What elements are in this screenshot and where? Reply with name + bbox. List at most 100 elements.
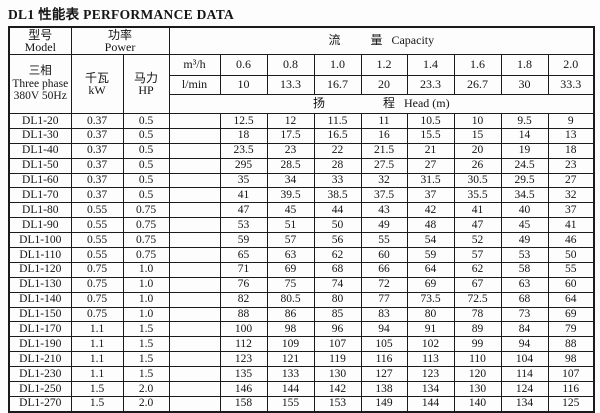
- head-value-cell: 66: [360, 261, 408, 278]
- unit-spacer-cell: [168, 321, 221, 338]
- head-value-cell: 88: [219, 306, 268, 323]
- model-cell: DL1-30: [8, 127, 72, 144]
- head-value-cell: 42: [406, 202, 455, 219]
- capacity-lmin-value: 10: [219, 75, 268, 95]
- head-value-cell: 119: [313, 351, 362, 368]
- table-row: DL1-50 0.37 0.5 295 28.5 28 27.5 27 26 24.5 23: [8, 157, 595, 174]
- head-value-cell: 102: [406, 336, 455, 353]
- kw-header-en: kW: [88, 83, 106, 97]
- hp-header-zh: 马力: [134, 70, 159, 85]
- table-row: DL1-20 0.37 0.5 12.5 12 11.5 11 10.5 10 9.5 9: [8, 113, 595, 129]
- head-value-cell: 24.5: [500, 157, 549, 174]
- capacity-header: 流 量 Capacity: [168, 26, 595, 55]
- head-value-cell: 62: [453, 261, 502, 278]
- model-cell: DL1-120: [8, 261, 72, 278]
- head-value-cell: 57: [266, 232, 315, 249]
- head-value-cell: 113: [406, 351, 455, 368]
- hp-cell: 0.5: [122, 157, 170, 174]
- head-value-cell: 23: [547, 157, 595, 174]
- page-title: DL1 性能表 PERFORMANCE DATA: [8, 7, 235, 22]
- table-row: DL1-30 0.37 0.5 18 17.5 16.5 16 15.5 15 14 13: [8, 127, 595, 144]
- head-value-cell: 37: [547, 202, 595, 219]
- head-value-cell: 48: [406, 217, 455, 234]
- table-row: DL1-150 0.75 1.0 88 86 85 83 80 78 73 69: [8, 306, 595, 323]
- head-value-cell: 82: [219, 291, 268, 308]
- head-value-cell: 47: [219, 202, 268, 219]
- unit-spacer-cell: [168, 291, 221, 308]
- model-cell: DL1-60: [8, 172, 72, 189]
- head-value-cell: 64: [547, 291, 595, 308]
- hp-cell: 0.75: [122, 232, 170, 249]
- kw-cell: 0.55: [70, 232, 124, 249]
- head-value-cell: 123: [406, 366, 455, 383]
- head-value-cell: 38.5: [313, 187, 362, 204]
- head-value-cell: 134: [500, 395, 549, 413]
- kw-cell: 0.75: [70, 276, 124, 293]
- head-value-cell: 56: [313, 232, 362, 249]
- head-value-cell: 63: [266, 247, 315, 263]
- head-value-cell: 34: [266, 172, 315, 189]
- head-value-cell: 39.5: [266, 187, 315, 204]
- head-value-cell: 120: [453, 366, 502, 383]
- head-value-cell: 86: [266, 306, 315, 323]
- head-value-cell: 10.5: [406, 113, 455, 129]
- head-value-cell: 28: [313, 157, 362, 174]
- head-value-cell: 43: [360, 202, 408, 219]
- head-header: 扬 程 Head (m): [168, 94, 595, 114]
- head-value-cell: 71: [219, 261, 268, 278]
- head-value-cell: 73.5: [406, 291, 455, 308]
- head-value-cell: 89: [453, 321, 502, 338]
- model-cell: DL1-90: [8, 217, 72, 234]
- head-value-cell: 60: [360, 247, 408, 263]
- head-value-cell: 138: [360, 381, 408, 397]
- performance-table: 型号 Model 功率 Power 流 量 Capacity 三相 Three ph…: [8, 26, 596, 413]
- head-value-cell: 85: [313, 306, 362, 323]
- model-cell: DL1-150: [8, 306, 72, 323]
- head-value-cell: 72: [360, 276, 408, 293]
- header-row-titles: 型号 Model 功率 Power 流 量 Capacity: [8, 26, 595, 55]
- table-row: DL1-210 1.1 1.5 123 121 119 116 113 110 104 98: [8, 351, 595, 368]
- header-row-lmin: l/min 10 13.3 16.7 20 23.3 26.7 30 33.3: [9, 75, 595, 95]
- head-value-cell: 33: [313, 172, 362, 189]
- head-header-zh2: 程: [382, 96, 395, 111]
- hp-cell: 1.0: [122, 306, 170, 323]
- capacity-header-zh1: 流: [328, 33, 341, 48]
- capacity-header-zh2: 量: [370, 33, 383, 48]
- unit-spacer-cell: [168, 247, 221, 263]
- head-value-cell: 100: [219, 321, 268, 338]
- kw-cell: 1.1: [70, 336, 124, 353]
- hp-cell: 0.5: [122, 187, 170, 204]
- kw-header-zh: 千瓦: [84, 70, 109, 85]
- hp-cell: 2.0: [122, 395, 170, 413]
- head-value-cell: 105: [360, 336, 408, 353]
- kw-cell: 0.75: [70, 261, 124, 278]
- head-value-cell: 79: [547, 321, 595, 338]
- head-header-en: Head (m): [403, 96, 450, 111]
- head-value-cell: 53: [219, 217, 268, 234]
- head-value-cell: 11: [360, 113, 408, 129]
- hp-cell: 1.5: [122, 366, 170, 383]
- head-value-cell: 37.5: [360, 187, 408, 204]
- head-value-cell: 54: [406, 232, 455, 249]
- head-value-cell: 15: [453, 127, 502, 144]
- head-value-cell: 35.5: [453, 187, 502, 204]
- table-row: DL1-270 1.5 2.0 158 155 153 149 144 140 134 125: [8, 395, 595, 413]
- table-row: DL1-90 0.55 0.75 53 51 50 49 48 47 45 41: [8, 217, 595, 234]
- head-value-cell: 133: [266, 366, 315, 383]
- capacity-lmin-value: 30: [500, 75, 549, 95]
- head-value-cell: 158: [219, 395, 268, 413]
- unit-spacer-cell: [168, 351, 221, 368]
- head-value-cell: 46: [547, 232, 595, 249]
- head-value-cell: 112: [219, 336, 268, 353]
- model-cell: DL1-140: [8, 291, 72, 308]
- head-value-cell: 55: [547, 261, 595, 278]
- capacity-header-en: Capacity: [391, 33, 435, 48]
- head-value-cell: 80.5: [266, 291, 315, 308]
- model-cell: DL1-210: [8, 351, 72, 368]
- head-value-cell: 94: [500, 336, 549, 353]
- head-value-cell: 83: [360, 306, 408, 323]
- model-cell: DL1-50: [8, 157, 72, 174]
- head-value-cell: 28.5: [266, 157, 315, 174]
- hp-cell: 1.5: [122, 321, 170, 338]
- head-value-cell: 295: [219, 157, 268, 174]
